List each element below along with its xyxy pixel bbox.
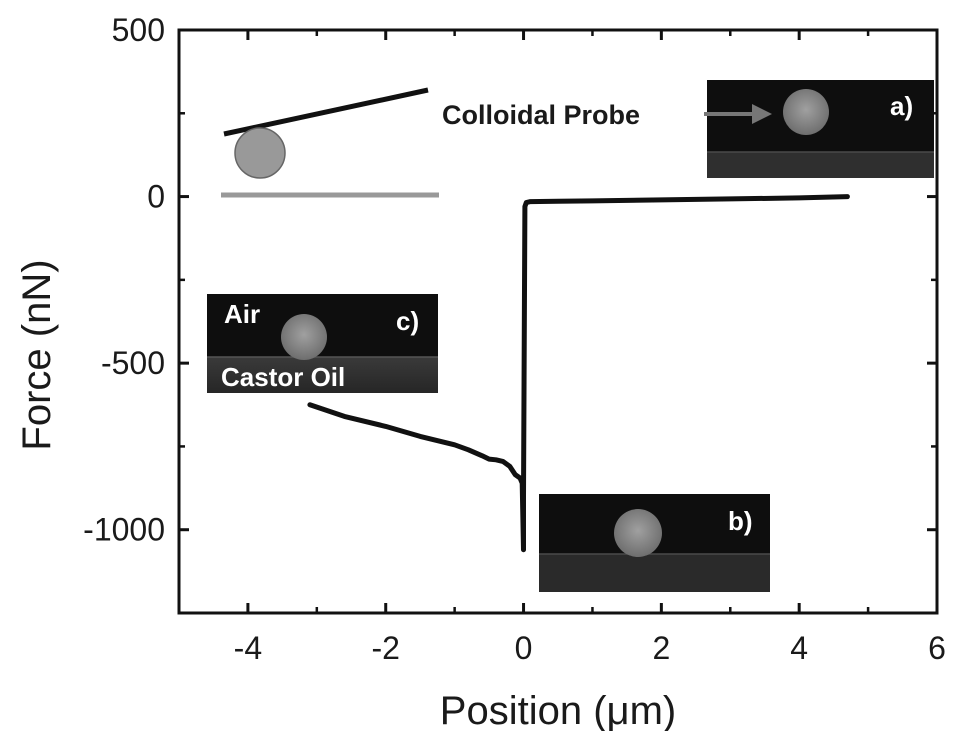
inset-c-castor-oil-label: Castor Oil xyxy=(221,362,345,392)
inset-c-label: c) xyxy=(396,306,419,336)
x-tick-label: 2 xyxy=(652,630,670,666)
y-tick-label: -500 xyxy=(101,345,165,381)
arrow-icon xyxy=(704,104,772,124)
schematic-cantilever xyxy=(223,87,429,137)
inset-a-label: a) xyxy=(890,91,913,121)
inset-b-label: b) xyxy=(728,506,753,536)
x-tick-label: -4 xyxy=(234,630,262,666)
y-tick-label: 500 xyxy=(112,12,165,48)
inset-a-probe-sphere xyxy=(783,89,829,135)
inset-a: a) xyxy=(707,80,934,178)
y-tick-label: 0 xyxy=(147,179,165,215)
x-tick-label: 0 xyxy=(515,630,533,666)
y-tick-label: -1000 xyxy=(83,512,165,548)
x-axis-ticks: -4 -2 0 2 4 6 xyxy=(177,30,946,666)
x-axis-title: Position (μm) xyxy=(440,689,676,731)
probe-schematic xyxy=(221,87,439,198)
inset-c-air-label: Air xyxy=(224,299,260,329)
x-tick-label: -2 xyxy=(372,630,400,666)
y-axis-title: Force (nN) xyxy=(15,259,59,450)
y-axis-ticks: 500 0 -500 -1000 xyxy=(83,12,937,615)
inset-c-probe-sphere xyxy=(281,314,327,360)
x-tick-label: 4 xyxy=(790,630,808,666)
inset-c: Air c) Castor Oil xyxy=(207,294,438,393)
colloidal-probe-label: Colloidal Probe xyxy=(442,100,640,130)
force-curve-line xyxy=(307,194,850,553)
inset-b: b) xyxy=(539,494,770,592)
schematic-sphere xyxy=(234,127,286,179)
plot-frame xyxy=(177,28,939,615)
x-tick-label: 6 xyxy=(928,630,946,666)
inset-b-probe-sphere xyxy=(614,509,662,557)
